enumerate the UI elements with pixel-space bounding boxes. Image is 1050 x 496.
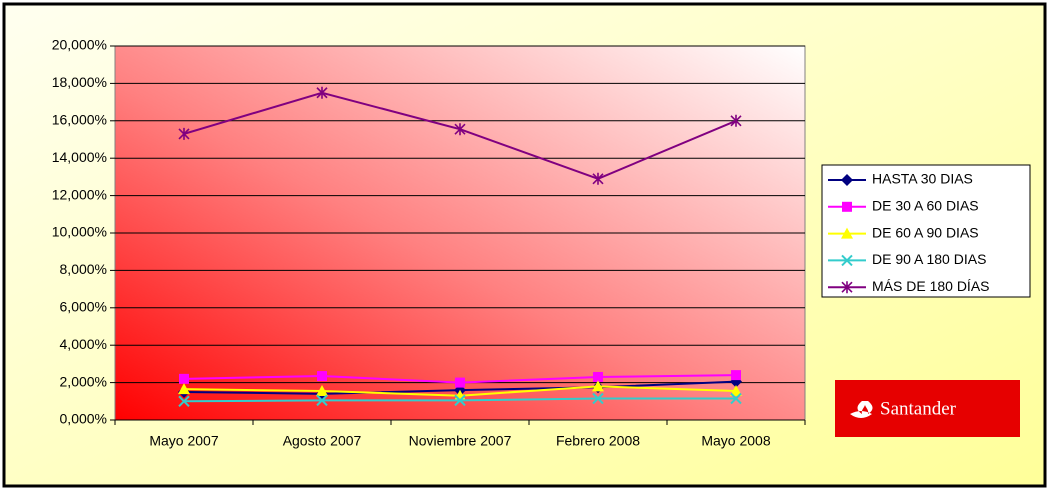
y-tick-label: 6,000%: [60, 299, 107, 315]
logo-text: Santander: [880, 398, 957, 419]
point: [316, 394, 328, 407]
point: [592, 392, 604, 405]
x-tick-label: Mayo 2008: [701, 433, 770, 449]
logo-flame: [850, 401, 873, 418]
legend-marker: [841, 227, 853, 239]
y-tick-label: 2,000%: [60, 373, 107, 389]
point: [593, 371, 603, 382]
point: [454, 123, 466, 136]
point: [730, 385, 742, 397]
point: [730, 114, 742, 127]
point: [178, 383, 190, 395]
point: [592, 380, 604, 392]
point: [454, 394, 466, 407]
y-tick-label: 16,000%: [52, 112, 107, 128]
x-tick-label: Febrero 2008: [556, 433, 640, 449]
legend-label: DE 90 A 180 DIAS: [872, 251, 986, 267]
y-tick-label: 8,000%: [60, 261, 107, 277]
x-tick-label: Noviembre 2007: [409, 433, 512, 449]
y-tick-label: 14,000%: [52, 149, 107, 165]
point: [730, 392, 742, 405]
x-tick-label: Mayo 2007: [149, 433, 218, 449]
legend-label: HASTA 30 DIAS: [872, 171, 973, 187]
legend-label: DE 60 A 90 DIAS: [872, 224, 979, 240]
legend-marker: [841, 281, 853, 294]
point: [731, 370, 741, 381]
legend-label: DE 30 A 60 DIAS: [872, 198, 979, 214]
point: [317, 371, 327, 382]
legend: [821, 164, 1031, 298]
legend-label: MÁS DE 180 DÍAS: [872, 278, 990, 294]
x-tick-label: Agosto 2007: [283, 433, 362, 449]
y-tick-label: 18,000%: [52, 74, 107, 90]
legend-marker: [842, 201, 852, 212]
point: [455, 377, 465, 388]
point: [592, 172, 604, 185]
y-tick-label: 12,000%: [52, 186, 107, 202]
y-tick-label: 10,000%: [52, 224, 107, 240]
y-tick-label: 20,000%: [52, 37, 107, 53]
point: [178, 395, 190, 408]
y-tick-label: 4,000%: [60, 336, 107, 352]
logo-box: [835, 380, 1020, 437]
point: [316, 385, 328, 397]
legend-marker: [841, 174, 853, 186]
y-tick-label: 0,000%: [60, 411, 107, 427]
point: [178, 127, 190, 140]
legend-marker: [841, 254, 853, 267]
point: [316, 86, 328, 99]
point: [179, 373, 189, 384]
